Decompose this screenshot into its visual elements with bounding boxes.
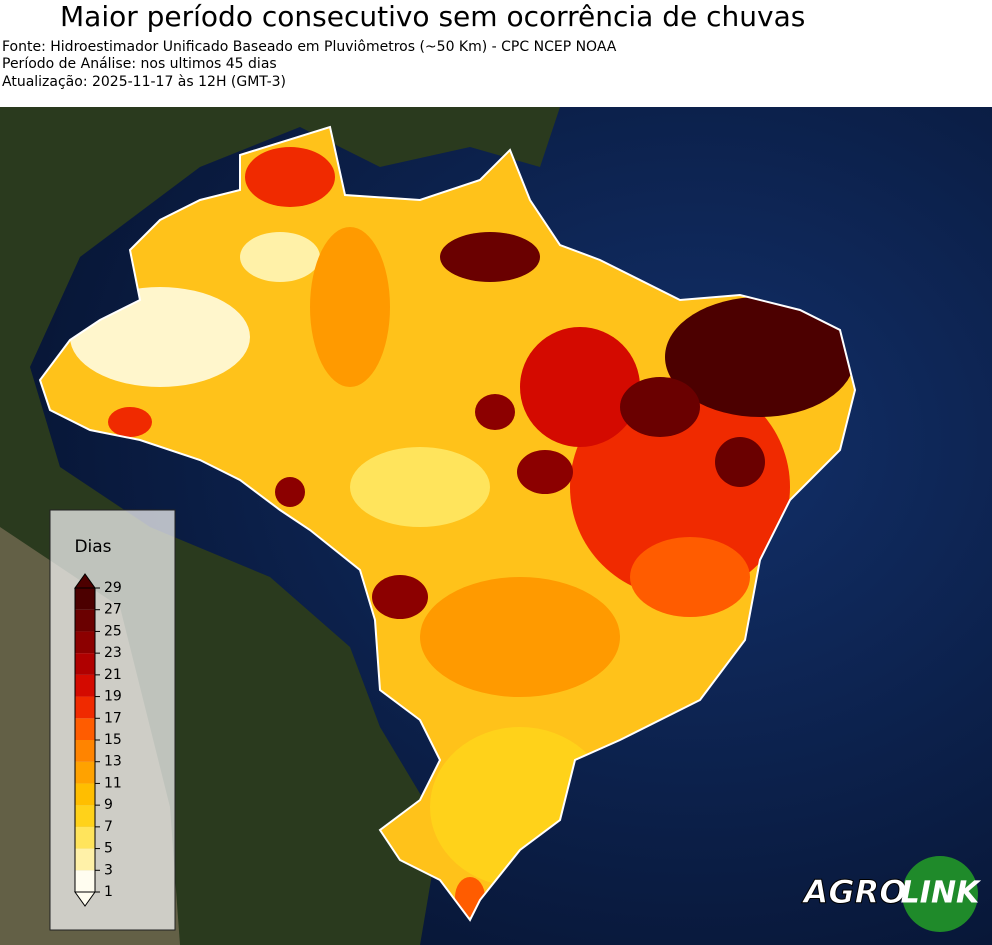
color-segment xyxy=(75,609,95,632)
tick-label: 13 xyxy=(104,754,122,770)
color-segment xyxy=(75,718,95,740)
color-segment xyxy=(75,653,95,675)
period: Período de Análise: nos ultimos 45 dias xyxy=(2,56,277,72)
logo: AGRO LINK xyxy=(800,856,982,932)
color-segment xyxy=(75,696,95,719)
tick-label: 1 xyxy=(104,884,113,900)
tick-label: 27 xyxy=(104,602,122,618)
logo-right: LINK xyxy=(901,876,982,911)
logo-left: AGRO xyxy=(801,873,907,911)
tick-label: 29 xyxy=(104,580,122,596)
tick-label: 23 xyxy=(104,645,122,661)
tick-label: 25 xyxy=(104,623,122,639)
tick-label: 19 xyxy=(104,689,122,705)
tick-label: 17 xyxy=(104,710,122,726)
color-segment xyxy=(75,783,95,806)
color-segment xyxy=(75,805,95,827)
color-segment xyxy=(75,588,95,610)
tick-label: 3 xyxy=(104,862,113,878)
legend-box xyxy=(49,509,176,931)
tick-label: 7 xyxy=(104,819,113,835)
tick-label: 21 xyxy=(104,667,122,683)
color-segment xyxy=(75,674,95,697)
legend-title: Dias xyxy=(74,537,111,557)
tick-label: 15 xyxy=(104,732,122,748)
color-segment xyxy=(75,848,95,871)
tick-label: 9 xyxy=(104,797,113,813)
color-segment xyxy=(75,826,95,849)
updated: Atualização: 2025-11-17 às 12H (GMT-3) xyxy=(2,74,286,90)
tick-label: 5 xyxy=(104,841,113,857)
color-segment xyxy=(75,631,95,654)
title: Maior período consecutivo sem ocorrência… xyxy=(60,0,806,33)
color-segment xyxy=(75,870,95,892)
color-segment xyxy=(75,740,95,762)
tick-label: 11 xyxy=(104,775,122,791)
source: Fonte: Hidroestimador Unificado Baseado … xyxy=(2,39,617,55)
color-segment xyxy=(75,761,95,784)
